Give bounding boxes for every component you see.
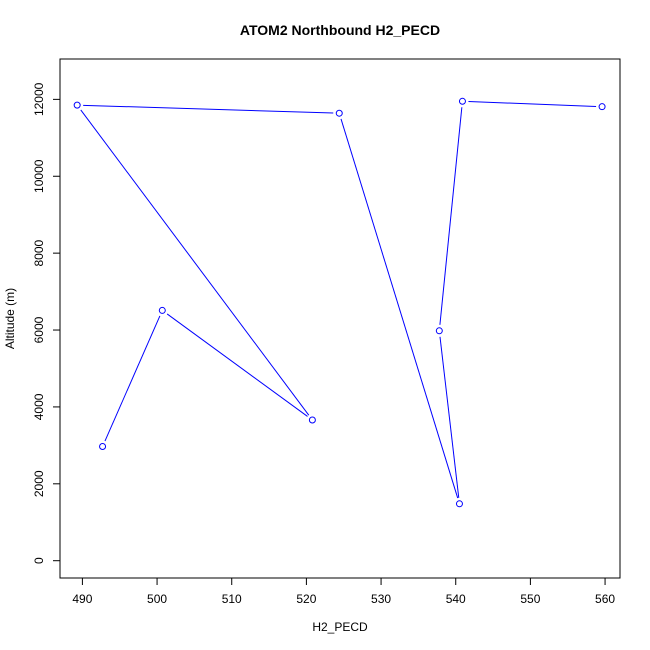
series-segment: [80, 109, 310, 416]
x-tick-label: 550: [520, 592, 540, 606]
series-segment: [166, 313, 308, 417]
y-axis: 0 2000 4000 6000 8000 10000 12000: [32, 82, 61, 564]
data-point: [158, 306, 166, 314]
series-segment: [83, 104, 334, 114]
x-tick-label: 560: [595, 592, 615, 606]
data-point: [435, 327, 443, 335]
y-tick-label: 8000: [32, 239, 46, 266]
y-tick-label: 4000: [32, 393, 46, 420]
data-point: [458, 97, 466, 105]
y-tick-label: 12000: [32, 82, 46, 116]
x-axis-label: H2_PECD: [312, 620, 368, 634]
y-tick-label: 2000: [32, 470, 46, 497]
series-segment: [439, 107, 463, 325]
y-tick-label: 10000: [32, 159, 46, 193]
x-tick-label: 490: [72, 592, 92, 606]
x-tick-label: 530: [371, 592, 391, 606]
data-point: [335, 109, 343, 117]
y-tick-label: 0: [32, 557, 46, 564]
series-segment: [340, 118, 459, 499]
x-axis: 490 500 510 520 530 540 550 560: [72, 577, 615, 606]
series-segment: [104, 315, 161, 442]
data-point: [73, 101, 81, 109]
chart-title: ATOM2 Northbound H2_PECD: [240, 22, 440, 38]
x-tick-label: 500: [147, 592, 167, 606]
series-layer: [73, 97, 606, 508]
data-point: [99, 443, 107, 451]
data-point: [308, 416, 316, 424]
y-tick-label: 6000: [32, 316, 46, 343]
data-point: [598, 103, 606, 111]
x-tick-label: 540: [446, 592, 466, 606]
series-segment: [468, 101, 597, 107]
series-segment: [439, 336, 460, 498]
data-point: [455, 500, 463, 508]
y-axis-label: Altitude (m): [3, 288, 17, 349]
x-tick-label: 520: [296, 592, 316, 606]
x-tick-label: 510: [222, 592, 242, 606]
